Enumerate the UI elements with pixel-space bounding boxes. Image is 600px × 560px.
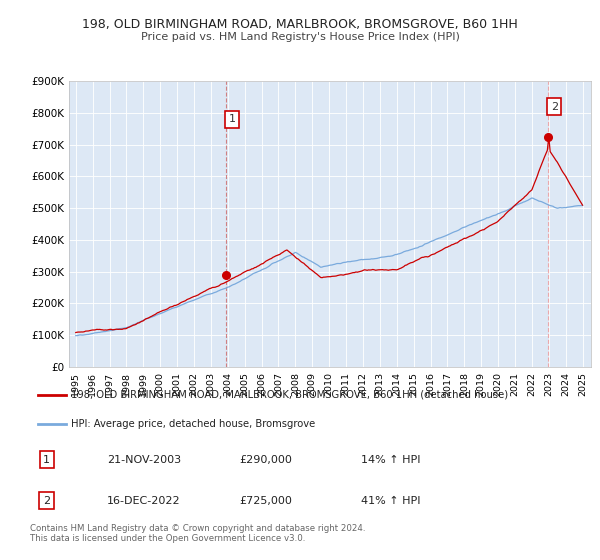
- Text: 16-DEC-2022: 16-DEC-2022: [107, 496, 181, 506]
- Text: Price paid vs. HM Land Registry's House Price Index (HPI): Price paid vs. HM Land Registry's House …: [140, 32, 460, 42]
- Text: 14% ↑ HPI: 14% ↑ HPI: [361, 455, 421, 465]
- Text: 198, OLD BIRMINGHAM ROAD, MARLBROOK, BROMSGROVE, B60 1HH: 198, OLD BIRMINGHAM ROAD, MARLBROOK, BRO…: [82, 18, 518, 31]
- Text: £290,000: £290,000: [240, 455, 293, 465]
- Text: 2: 2: [43, 496, 50, 506]
- Text: 198, OLD BIRMINGHAM ROAD, MARLBROOK, BROMSGROVE, B60 1HH (detached house): 198, OLD BIRMINGHAM ROAD, MARLBROOK, BRO…: [71, 390, 509, 400]
- Text: 21-NOV-2003: 21-NOV-2003: [107, 455, 181, 465]
- Text: £725,000: £725,000: [240, 496, 293, 506]
- Text: Contains HM Land Registry data © Crown copyright and database right 2024.
This d: Contains HM Land Registry data © Crown c…: [30, 524, 365, 543]
- Text: 1: 1: [43, 455, 50, 465]
- Text: 41% ↑ HPI: 41% ↑ HPI: [361, 496, 421, 506]
- Text: 2: 2: [551, 101, 558, 111]
- Text: 1: 1: [229, 114, 236, 124]
- Text: HPI: Average price, detached house, Bromsgrove: HPI: Average price, detached house, Brom…: [71, 419, 316, 429]
